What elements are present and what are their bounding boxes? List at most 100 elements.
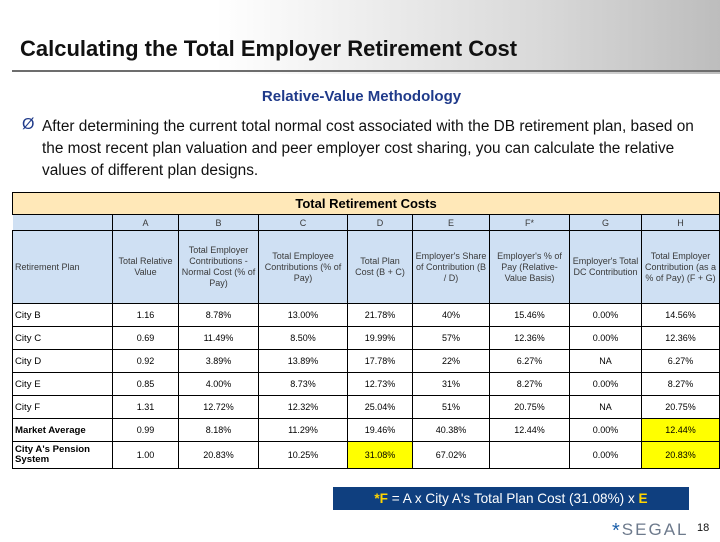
retirement-costs-table: Total Retirement Costs A B C D E F* G H … <box>11 192 720 469</box>
footnote-box: *F = A x City A's Total Plan Cost (31.08… <box>333 487 689 510</box>
column-header: Employer's % of Pay (Relative-Value Basi… <box>489 230 570 304</box>
table-row: City C 0.69 11.49% 8.50% 19.99% 57% 12.3… <box>12 326 720 350</box>
column-header: Employer's Share of Contribution (B / D) <box>412 230 490 304</box>
table-row: City B 1.16 8.78% 13.00% 21.78% 40% 15.4… <box>12 303 720 327</box>
table-cell: 1.00 <box>112 441 179 469</box>
table-cell: 20.83% <box>178 441 259 469</box>
table-row: City E 0.85 4.00% 8.73% 12.73% 31% 8.27%… <box>12 372 720 396</box>
table-cell: 8.50% <box>258 326 348 350</box>
table-row-city-a: City A's Pension System 1.00 20.83% 10.2… <box>12 441 720 469</box>
table-row-market-average: Market Average 0.99 8.18% 11.29% 19.46% … <box>12 418 720 442</box>
column-letter: G <box>569 214 642 231</box>
table-cell: 20.75% <box>489 395 570 419</box>
table-cell: 20.75% <box>640 395 720 419</box>
footnote-star: *F <box>374 491 388 506</box>
bullet-text: After determining the current total norm… <box>42 118 694 179</box>
column-header: Total Employer Contributions - Normal Co… <box>178 230 259 304</box>
column-header: Total Employer Contribution (as a % of P… <box>640 230 720 304</box>
table-cell: 14.56% <box>640 303 720 327</box>
slide-title: Calculating the Total Employer Retiremen… <box>20 36 518 61</box>
segal-logo: *SEGAL <box>612 518 689 542</box>
column-letter: F* <box>489 214 570 231</box>
table-cell: 8.78% <box>178 303 259 327</box>
header-gradient-bar <box>0 0 720 74</box>
column-letter: B <box>178 214 259 231</box>
table-cell: 12.36% <box>640 326 720 350</box>
table-cell: 12.73% <box>347 372 413 396</box>
table-cell: 8.18% <box>178 418 259 442</box>
table-cell <box>489 441 570 469</box>
table-cell: 8.73% <box>258 372 348 396</box>
row-plan-name: City B <box>12 303 113 327</box>
table-cell: 3.89% <box>178 349 259 373</box>
logo-text: SEGAL <box>621 520 689 539</box>
row-plan-name: City F <box>12 395 113 419</box>
table-cell: 0.00% <box>569 303 642 327</box>
table-cell: 57% <box>412 326 490 350</box>
table-cell: NA <box>569 395 642 419</box>
column-letter: A <box>112 214 179 231</box>
bullet-arrow-icon: Ø <box>22 116 35 133</box>
table-cell: 31% <box>412 372 490 396</box>
table-cell: 0.00% <box>569 326 642 350</box>
table-cell: 0.85 <box>112 372 179 396</box>
table-cell: 0.00% <box>569 418 642 442</box>
table-cell: 22% <box>412 349 490 373</box>
row-plan-name: Market Average <box>12 418 113 442</box>
blank-corner <box>12 214 113 231</box>
table-cell: 8.27% <box>640 372 720 396</box>
table-cell: 6.27% <box>489 349 570 373</box>
footnote-e: E <box>638 491 648 506</box>
table-cell: NA <box>569 349 642 373</box>
bullet-paragraph: After determining the current total norm… <box>24 116 708 182</box>
table-cell: 6.27% <box>640 349 720 373</box>
column-letter-row: A B C D E F* G H <box>12 214 720 231</box>
table-cell: 0.92 <box>112 349 179 373</box>
slide-subtitle: Relative-Value Methodology <box>0 88 720 105</box>
table-cell: 17.78% <box>347 349 413 373</box>
subtitle-text: Relative-Value Methodology <box>261 88 462 105</box>
table-cell: 1.16 <box>112 303 179 327</box>
table-cell: 51% <box>412 395 490 419</box>
table-cell: 10.25% <box>258 441 348 469</box>
column-header: Employer's Total DC Contribution <box>569 230 642 304</box>
title-divider <box>12 70 720 72</box>
table-cell: 0.00% <box>569 441 642 469</box>
highlighted-cell: 31.08% <box>347 441 413 469</box>
column-letter: C <box>258 214 348 231</box>
table-cell: 25.04% <box>347 395 413 419</box>
table-title: Total Retirement Costs <box>11 192 720 215</box>
table-cell: 4.00% <box>178 372 259 396</box>
footnote-text: = A x City A's Total Plan Cost (31.08%) … <box>387 491 639 506</box>
table-cell: 12.36% <box>489 326 570 350</box>
column-header-plan: Retirement Plan <box>12 230 113 304</box>
table-cell: 13.89% <box>258 349 348 373</box>
table-cell: 40.38% <box>412 418 490 442</box>
column-letter: H <box>640 214 720 231</box>
logo-star-icon: * <box>612 520 622 542</box>
column-letter: D <box>347 214 413 231</box>
table-cell: 0.69 <box>112 326 179 350</box>
table-cell: 8.27% <box>489 372 570 396</box>
highlighted-cell: 12.44% <box>640 418 720 442</box>
table-cell: 67.02% <box>412 441 490 469</box>
column-header: Total Employee Contributions (% of Pay) <box>258 230 348 304</box>
table-cell: 11.49% <box>178 326 259 350</box>
table-cell: 12.32% <box>258 395 348 419</box>
table-cell: 11.29% <box>258 418 348 442</box>
row-plan-name: City E <box>12 372 113 396</box>
table-cell: 15.46% <box>489 303 570 327</box>
highlighted-cell: 20.83% <box>640 441 720 469</box>
retirement-costs-table-wrap: Total Retirement Costs A B C D E F* G H … <box>11 192 720 469</box>
table-cell: 0.99 <box>112 418 179 442</box>
table-cell: 12.72% <box>178 395 259 419</box>
table-cell: 13.00% <box>258 303 348 327</box>
page-number: 18 <box>697 522 710 534</box>
table-cell: 40% <box>412 303 490 327</box>
table-cell: 19.46% <box>347 418 413 442</box>
table-cell: 19.99% <box>347 326 413 350</box>
column-header-row: Retirement Plan Total Relative Value Tot… <box>12 230 720 304</box>
table-cell: 1.31 <box>112 395 179 419</box>
table-cell: 12.44% <box>489 418 570 442</box>
table-cell: 0.00% <box>569 372 642 396</box>
